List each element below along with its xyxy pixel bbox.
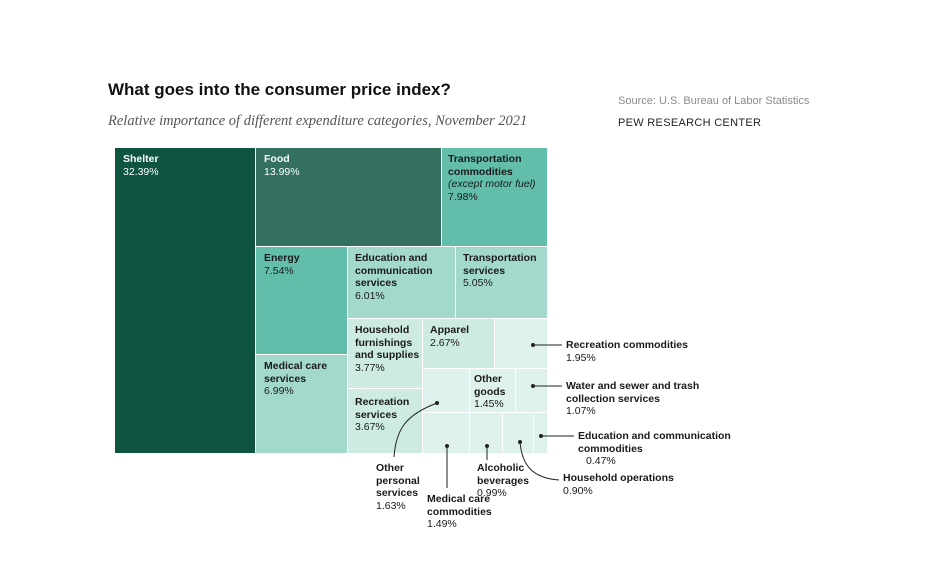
label-alcoholic-beverages: Alcoholic beverages 0.99%	[477, 462, 537, 500]
ext-label: Alcoholic beverages	[477, 462, 529, 487]
tile-label: Education and communication services	[355, 252, 433, 289]
tile-apparel: Apparel 2.67%	[423, 319, 495, 369]
tile-water-sewer-trash	[516, 369, 548, 413]
tile-value: 3.77%	[355, 361, 385, 374]
ext-label: Medical care commodities	[427, 493, 492, 518]
tile-transportation-commodities: Transportation commodities (except motor…	[442, 148, 548, 247]
tile-label: Recreation services	[355, 396, 410, 421]
tile-label: Transportation services	[463, 252, 537, 277]
tile-value: 6.01%	[355, 289, 385, 302]
tile-recreation-services: Recreation services 3.67%	[348, 389, 423, 454]
tile-value: 2.67%	[430, 336, 460, 349]
tile-label: Energy	[264, 252, 300, 264]
tile-energy: Energy 7.54%	[256, 247, 348, 355]
tile-other-goods: Other goods 1.45%	[470, 369, 516, 413]
tile-transportation-services: Transportation services 5.05%	[456, 247, 548, 319]
tile-value: 6.99%	[264, 385, 294, 397]
ext-value: 1.95%	[566, 351, 596, 364]
tile-note: (except motor fuel)	[448, 178, 536, 190]
tile-education-communication-commodities	[534, 413, 548, 454]
tile-recreation-commodities	[495, 319, 548, 369]
label-other-personal-services: Other personal services 1.63%	[376, 462, 428, 512]
ext-value: 1.07%	[566, 405, 596, 417]
label-household-operations: Household operations 0.90%	[563, 472, 674, 497]
tile-label: Medical care services	[264, 360, 328, 385]
tile-alcoholic-beverages	[470, 413, 503, 454]
label-edu-comm-commodities: Education and communication commodities …	[578, 430, 746, 468]
ext-label: Other personal services	[376, 462, 420, 499]
tile-medical-care-services: Medical care services 6.99%	[256, 355, 348, 454]
tile-value: 7.54%	[264, 264, 294, 277]
tile-label: Food	[264, 153, 290, 165]
ext-value: 0.47%	[586, 455, 616, 467]
tile-medical-care-commodities	[423, 413, 470, 454]
chart-title: What goes into the consumer price index?	[108, 80, 451, 99]
tile-value: 7.98%	[448, 190, 478, 203]
ext-label: Water and sewer and trash collection ser…	[566, 380, 700, 405]
tile-value: 13.99%	[264, 165, 300, 178]
tile-shelter: Shelter 32.39%	[115, 148, 256, 454]
ext-value: 1.63%	[376, 499, 406, 512]
tile-value: 5.05%	[463, 277, 493, 289]
ext-label: Education and communication commodities	[578, 430, 731, 455]
tile-label: Other goods	[474, 373, 506, 398]
ext-label: Recreation commodities	[566, 339, 688, 351]
ext-value: 1.49%	[427, 518, 457, 530]
tile-value: 32.39%	[123, 165, 159, 178]
tile-other-personal-services	[423, 369, 470, 413]
tile-label: Household furnishings and supplies	[355, 324, 420, 361]
tile-label: Shelter	[123, 153, 159, 165]
tile-label: Transportation commodities	[448, 153, 522, 178]
label-water-sewer: Water and sewer and trash collection ser…	[566, 380, 716, 418]
brand-logo-text: PEW RESEARCH CENTER	[618, 117, 762, 129]
tile-food: Food 13.99%	[256, 148, 442, 247]
tile-value: 3.67%	[355, 421, 385, 433]
tile-household-furnishings: Household furnishings and supplies 3.77%	[348, 319, 423, 389]
tile-value: 1.45%	[474, 398, 504, 410]
ext-label: Household operations	[563, 472, 674, 484]
chart-subtitle: Relative importance of different expendi…	[108, 113, 528, 129]
tile-label: Apparel	[430, 324, 470, 336]
tile-household-operations	[503, 413, 534, 454]
ext-value: 0.90%	[563, 484, 593, 497]
label-recreation-commodities: Recreation commodities 1.95%	[566, 339, 688, 364]
ext-value: 0.99%	[477, 487, 507, 499]
tile-education-communication-services: Education and communication services 6.0…	[348, 247, 456, 319]
source-note: Source: U.S. Bureau of Labor Statistics	[618, 95, 810, 107]
label-medical-commodities: Medical care commodities 1.49%	[427, 493, 527, 531]
